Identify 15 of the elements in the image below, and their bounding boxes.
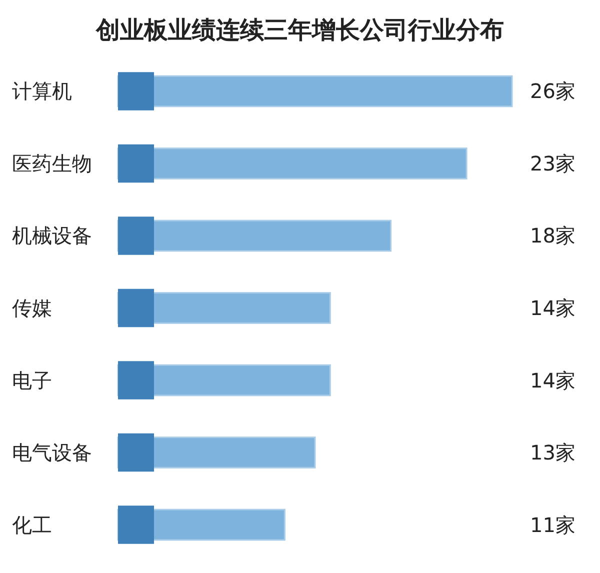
- y-tick-label: 电子: [12, 368, 52, 392]
- y-tick-label: 计算机: [12, 79, 72, 104]
- data-label: 18家: [530, 224, 576, 248]
- y-tick-label: 医药生物: [12, 151, 92, 176]
- data-label: 14家: [530, 368, 576, 392]
- data-label: 13家: [530, 440, 576, 465]
- y-tick-label: 传媒: [12, 296, 52, 320]
- y-tick-label: 机械设备: [12, 224, 92, 248]
- data-label: 26家: [530, 79, 576, 104]
- data-label: 23家: [530, 151, 576, 176]
- data-label: 14家: [530, 296, 576, 320]
- y-tick-label: 电气设备: [12, 440, 92, 465]
- data-label: 11家: [530, 512, 576, 537]
- chart-title: 创业板业绩连续三年增长公司行业分布: [95, 16, 504, 44]
- y-tick-label: 化工: [12, 512, 52, 537]
